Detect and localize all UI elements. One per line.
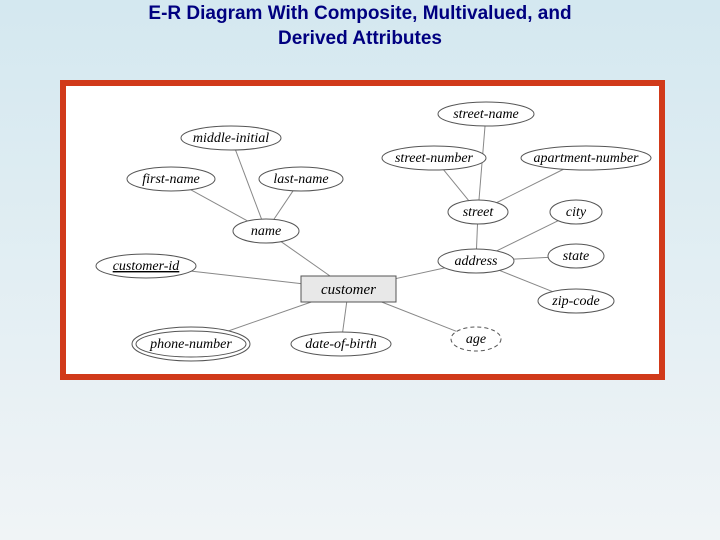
title-line-1: E-R Diagram With Composite, Multivalued,… — [148, 3, 571, 24]
attr-label-street-number: street-number — [395, 151, 474, 166]
attributes-group: name first-name middle-initial last-name cus… — [96, 102, 651, 361]
attr-date-of-birth: date-of-birth — [291, 332, 391, 356]
attr-first-name: first-name — [127, 167, 215, 191]
entity-customer: customer — [301, 276, 396, 302]
er-diagram: customer name first-name middle-initial last… — [66, 86, 659, 374]
edge-customer-address — [396, 268, 445, 279]
edge-name-middle-initial — [235, 150, 261, 219]
attr-address: address — [438, 249, 514, 273]
diagram-frame: customer name first-name middle-initial last… — [60, 80, 665, 380]
attr-label-city: city — [566, 205, 587, 220]
attr-age: age — [451, 327, 501, 351]
title-line-2: Derived Attributes — [278, 28, 442, 49]
attr-state: state — [548, 244, 604, 268]
attr-city: city — [550, 200, 602, 224]
edge-street-apartment-number — [497, 169, 564, 202]
attr-label-customer-id: customer-id — [113, 259, 181, 274]
edge-customer-date-of-birth — [343, 302, 347, 332]
attr-street: street — [448, 200, 508, 224]
attr-label-last-name: last-name — [273, 172, 328, 187]
edge-customer-customer-id — [191, 271, 301, 283]
edge-address-zip-code — [500, 270, 553, 291]
diagram-canvas: customer name first-name middle-initial last… — [66, 86, 659, 374]
edge-name-last-name — [274, 191, 293, 220]
attr-middle-initial: middle-initial — [181, 126, 281, 150]
attr-apartment-number: apartment-number — [521, 146, 651, 170]
attr-label-state: state — [563, 249, 589, 264]
attr-label-street: street — [463, 205, 495, 220]
attr-street-number: street-number — [382, 146, 486, 170]
edge-address-city — [497, 221, 559, 251]
entity-label: customer — [321, 282, 376, 298]
attr-name: name — [233, 219, 299, 243]
attr-label-first-name: first-name — [142, 172, 200, 187]
attr-label-zip-code: zip-code — [551, 294, 599, 309]
edge-address-street — [476, 224, 477, 249]
attr-label-street-name: street-name — [453, 107, 519, 122]
attr-label-address: address — [454, 254, 498, 269]
attr-last-name: last-name — [259, 167, 343, 191]
edge-customer-name — [281, 242, 330, 276]
edge-customer-age — [382, 302, 457, 331]
attr-zip-code: zip-code — [538, 289, 614, 313]
edge-address-state — [514, 257, 549, 259]
attr-customer-id: customer-id — [96, 254, 196, 278]
attr-label-phone-number: phone-number — [149, 337, 232, 352]
attr-label-apartment-number: apartment-number — [534, 151, 640, 166]
attr-label-middle-initial: middle-initial — [193, 131, 269, 146]
attr-label-age: age — [466, 332, 486, 347]
attr-label-date-of-birth: date-of-birth — [305, 337, 377, 352]
page-title: E-R Diagram With Composite, Multivalued,… — [0, 0, 720, 51]
attr-phone-number: phone-number — [132, 327, 250, 361]
edge-name-first-name — [191, 190, 248, 221]
attr-label-name: name — [251, 224, 281, 239]
edge-street-street-number — [444, 170, 469, 201]
attr-street-name: street-name — [438, 102, 534, 126]
edge-customer-phone-number — [222, 302, 311, 333]
